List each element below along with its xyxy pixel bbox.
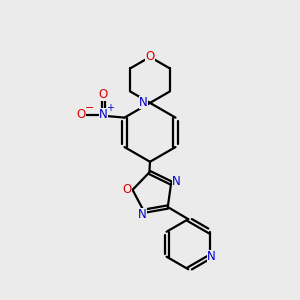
Text: N: N (207, 250, 216, 263)
Text: O: O (146, 50, 154, 64)
Text: O: O (76, 108, 86, 121)
Text: N: N (99, 108, 108, 121)
Text: O: O (99, 88, 108, 101)
Text: O: O (123, 183, 132, 196)
Text: N: N (172, 175, 181, 188)
Text: N: N (138, 208, 147, 221)
Text: −: − (85, 103, 94, 113)
Text: N: N (139, 96, 148, 110)
Text: +: + (106, 103, 114, 113)
